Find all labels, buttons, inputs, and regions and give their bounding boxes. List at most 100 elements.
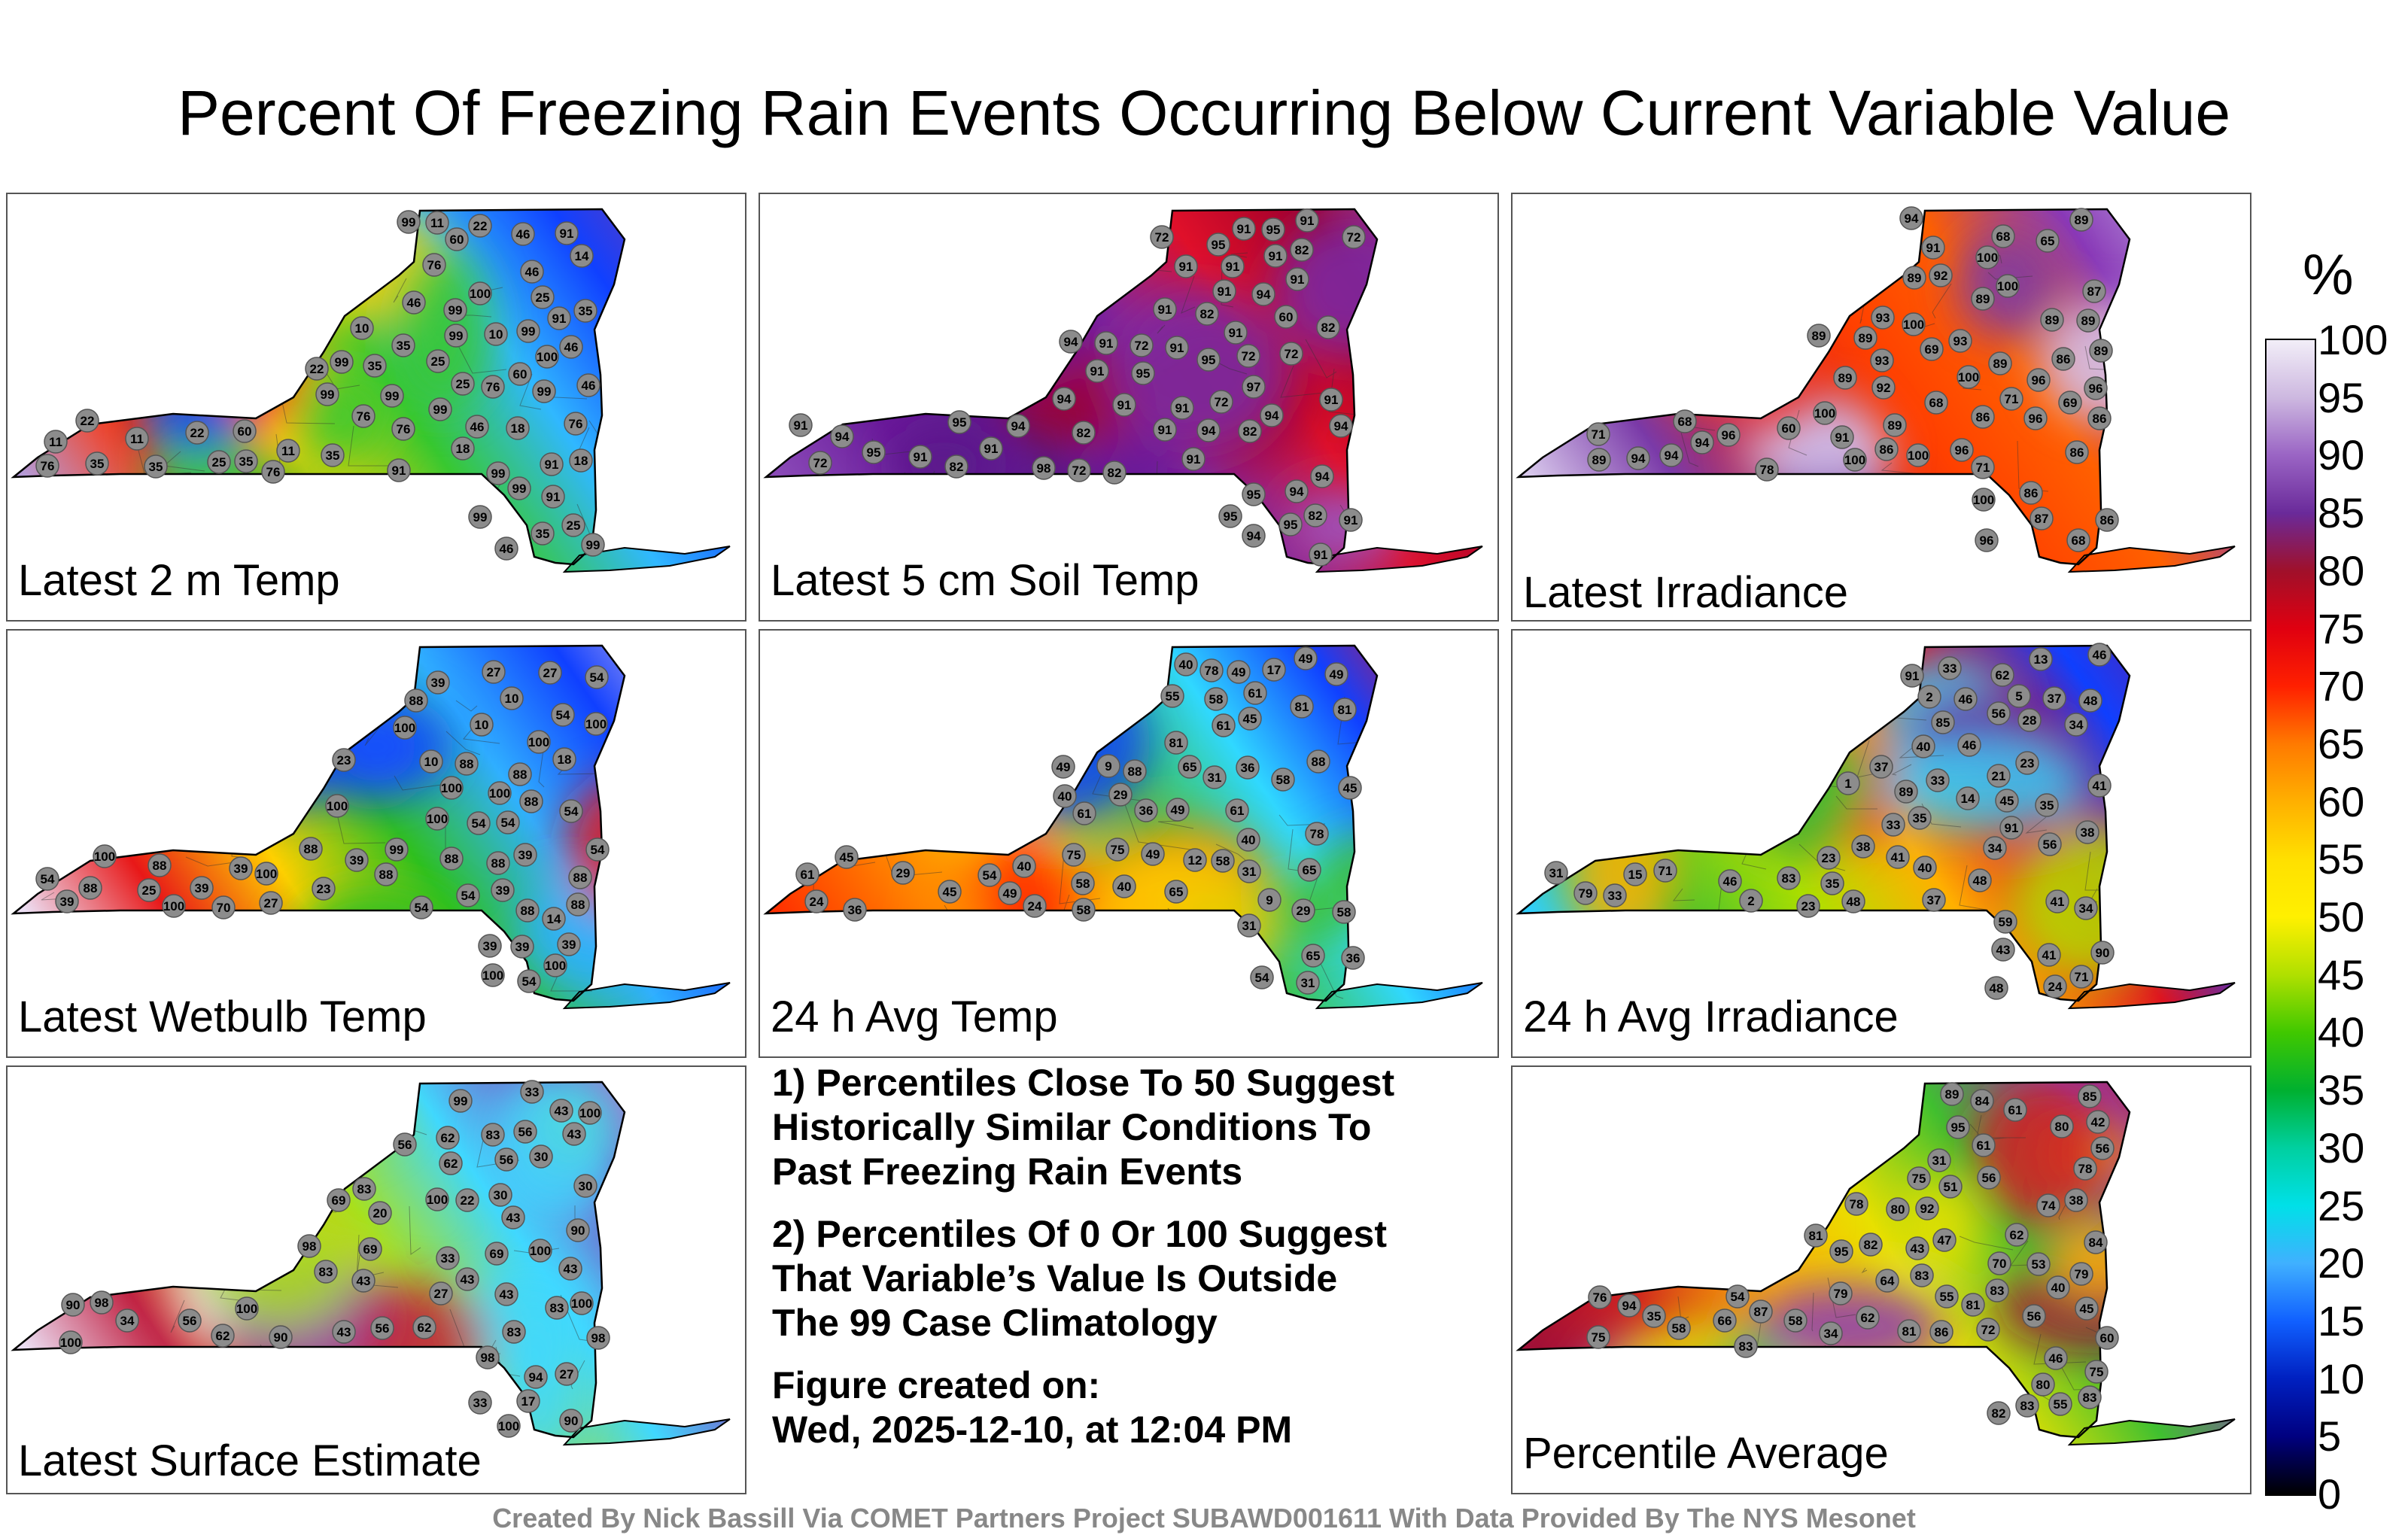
station-value: 54 — [1725, 1284, 1750, 1309]
panel-label: Percentile Average — [1523, 1429, 1889, 1478]
svg-text:86: 86 — [1880, 442, 1894, 457]
svg-text:54: 54 — [472, 816, 486, 831]
station-value: 95 — [1261, 217, 1285, 242]
svg-text:81: 81 — [1295, 700, 1309, 714]
station-value: 100 — [1906, 443, 1930, 467]
colorbar-tick-5: 5 — [2318, 1412, 2342, 1461]
svg-text:47: 47 — [1938, 1233, 1952, 1248]
station-value: 94 — [1059, 330, 1083, 354]
svg-text:46: 46 — [582, 378, 596, 393]
svg-text:35: 35 — [1647, 1309, 1662, 1324]
station-value: 100 — [1813, 401, 1837, 425]
svg-text:22: 22 — [461, 1193, 475, 1208]
station-value: 99 — [385, 837, 409, 862]
svg-text:100: 100 — [528, 735, 549, 749]
station-value: 91 — [1170, 396, 1194, 420]
svg-text:58: 58 — [1209, 692, 1224, 707]
station-value: 11 — [44, 430, 68, 454]
svg-text:46: 46 — [1963, 738, 1977, 752]
svg-text:14: 14 — [547, 912, 561, 926]
station-value: 35 — [531, 521, 555, 546]
station-value: 56 — [2090, 1136, 2115, 1160]
station-value: 83 — [352, 1177, 376, 1201]
colorbar-tick-70: 70 — [2318, 662, 2365, 710]
svg-text:89: 89 — [2081, 314, 2096, 328]
station-value: 91 — [1830, 425, 1854, 449]
station-value: 56 — [494, 1147, 518, 1172]
svg-text:48: 48 — [1847, 895, 1861, 909]
station-value: 60 — [508, 362, 532, 386]
panel-label: Latest Irradiance — [1523, 568, 1849, 617]
station-value: 41 — [1886, 845, 1910, 869]
svg-text:94: 94 — [1257, 287, 1271, 302]
station-value: 76 — [351, 404, 375, 428]
svg-text:89: 89 — [1838, 371, 1853, 385]
station-value: 84 — [1970, 1089, 1994, 1113]
station-value: 76 — [391, 417, 415, 441]
station-value: 100 — [59, 1330, 83, 1354]
svg-text:60: 60 — [238, 424, 252, 439]
svg-text:37: 37 — [1874, 760, 1889, 774]
svg-text:89: 89 — [2045, 313, 2060, 327]
station-value: 94 — [830, 424, 854, 448]
svg-text:56: 56 — [1982, 1171, 1996, 1185]
station-value: 88 — [1123, 759, 1147, 783]
station-value: 46 — [465, 415, 489, 439]
station-value: 43 — [455, 1267, 479, 1291]
svg-text:91: 91 — [984, 442, 999, 456]
station-value: 88 — [78, 876, 102, 900]
station-value: 40 — [1012, 854, 1036, 878]
svg-text:94: 94 — [1905, 211, 1919, 226]
colorbar-tick-55: 55 — [2318, 835, 2365, 883]
station-value: 88 — [1306, 749, 1330, 774]
station-value: 88 — [515, 898, 540, 923]
svg-text:23: 23 — [337, 753, 351, 768]
station-value: 14 — [570, 244, 594, 268]
station-value: 40 — [1053, 784, 1077, 808]
station-value: 64 — [1875, 1269, 1899, 1293]
svg-text:61: 61 — [2008, 1103, 2023, 1117]
station-value: 10 — [350, 316, 374, 340]
svg-text:78: 78 — [1760, 463, 1774, 477]
svg-text:85: 85 — [1936, 716, 1950, 730]
station-value: 99 — [448, 1089, 473, 1113]
svg-text:35: 35 — [326, 448, 340, 463]
station-value: 96 — [2026, 368, 2051, 392]
station-value: 33 — [468, 1391, 492, 1415]
station-value: 90 — [61, 1293, 85, 1317]
svg-text:55: 55 — [1940, 1290, 1954, 1304]
svg-text:100: 100 — [579, 1106, 600, 1120]
svg-text:53: 53 — [2032, 1257, 2046, 1272]
station-value: 83 — [1985, 1278, 2009, 1302]
svg-text:36: 36 — [1241, 761, 1255, 775]
svg-text:33: 33 — [1887, 818, 1901, 832]
svg-text:82: 82 — [1243, 424, 1257, 439]
station-value: 87 — [2082, 279, 2106, 303]
svg-text:46: 46 — [470, 420, 485, 434]
svg-text:83: 83 — [2083, 1391, 2097, 1405]
svg-text:43: 43 — [1996, 943, 2011, 957]
svg-text:25: 25 — [567, 518, 581, 533]
station-value: 45 — [1995, 789, 2019, 813]
svg-text:98: 98 — [1037, 461, 1051, 476]
station-value: 89 — [1807, 324, 1831, 348]
svg-text:38: 38 — [2069, 1193, 2084, 1208]
svg-text:1: 1 — [1844, 777, 1851, 791]
station-value: 24 — [1023, 894, 1047, 918]
station-value: 99 — [516, 319, 540, 343]
svg-text:100: 100 — [1973, 493, 1994, 507]
station-value: 10 — [470, 713, 494, 737]
svg-text:43: 43 — [564, 1262, 578, 1276]
station-value: 95 — [1206, 233, 1230, 257]
svg-text:46: 46 — [516, 227, 531, 242]
station-value: 61 — [795, 862, 819, 886]
station-value: 82 — [1195, 302, 1219, 326]
station-value: 93 — [1948, 329, 1972, 353]
svg-text:43: 43 — [555, 1104, 569, 1118]
station-value: 10 — [484, 322, 508, 346]
station-value: 91 — [789, 413, 813, 437]
station-value: 61 — [1072, 801, 1096, 825]
station-value: 49 — [1051, 755, 1075, 779]
svg-text:62: 62 — [1996, 668, 2010, 682]
